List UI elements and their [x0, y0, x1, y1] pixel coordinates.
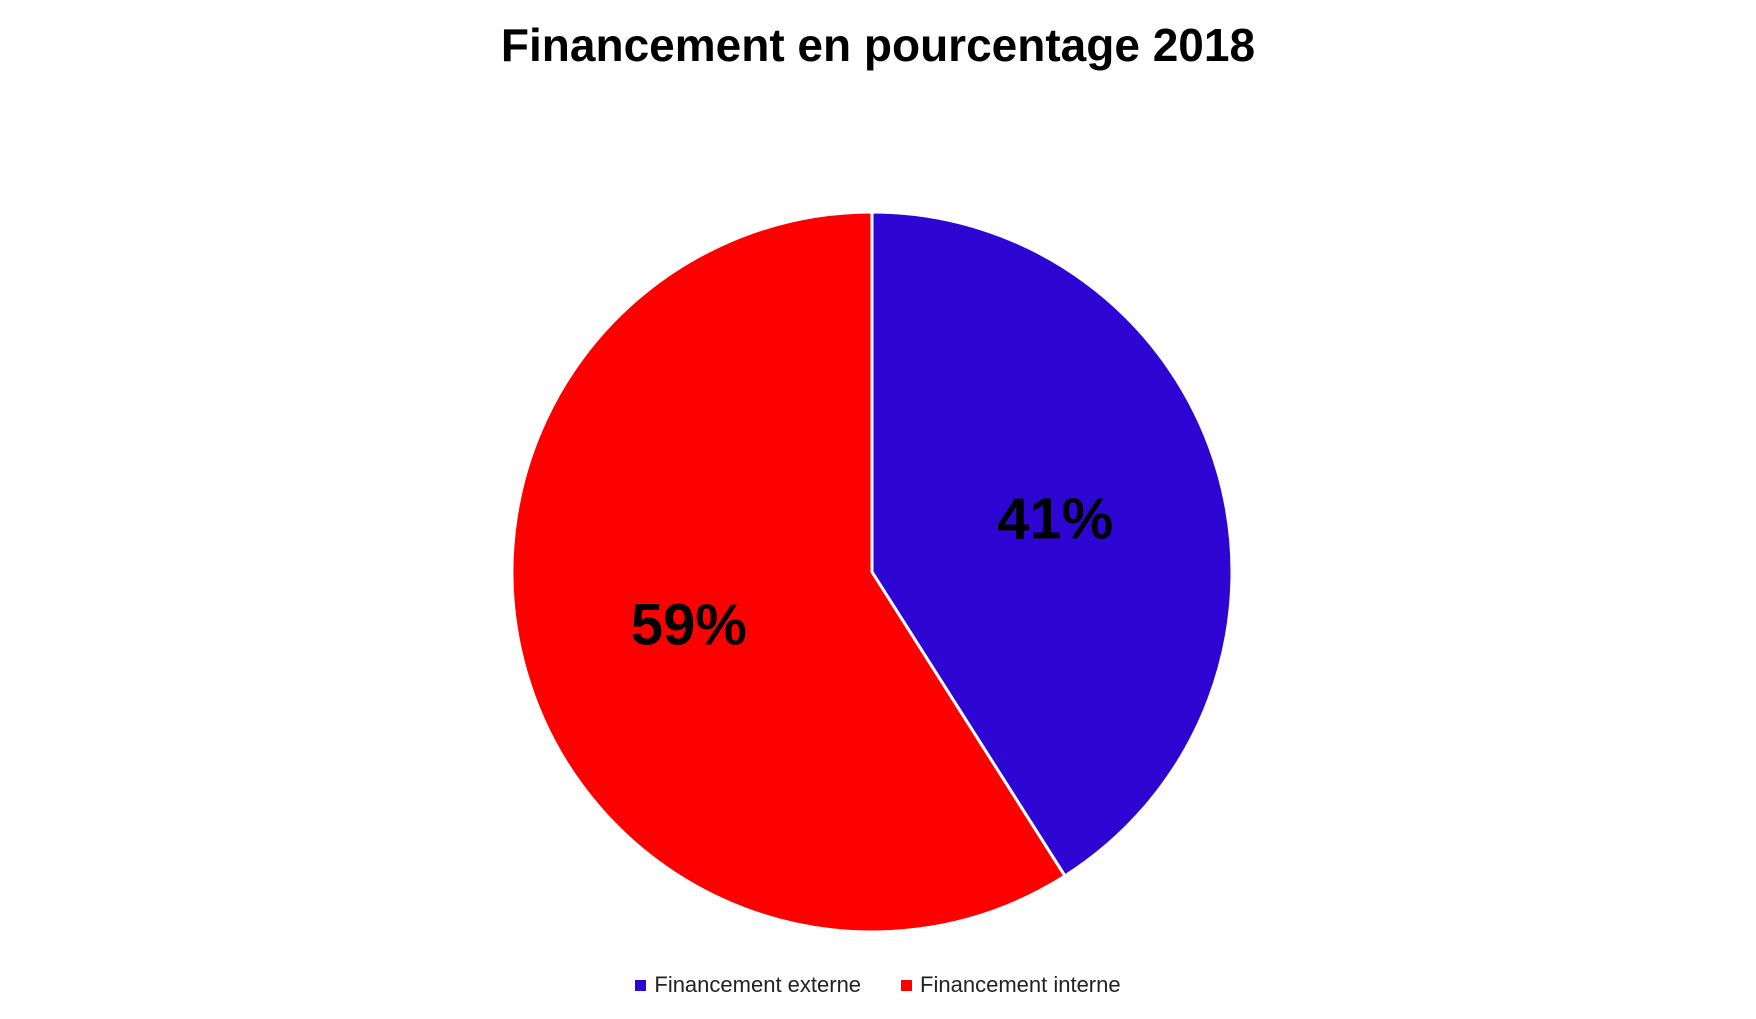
- legend-swatch-interne: [901, 979, 913, 991]
- legend: Financement externe Financement interne: [0, 972, 1756, 998]
- pie-slice-0: [870, 210, 1234, 879]
- chart-title: Financement en pourcentage 2018: [500, 19, 1256, 71]
- legend-item-interne: Financement interne: [901, 972, 1121, 998]
- legend-label-externe: Financement externe: [654, 972, 862, 997]
- legend-item-externe: Financement externe: [635, 972, 861, 998]
- legend-label-interne: Financement interne: [920, 972, 1121, 997]
- legend-swatch-externe: [635, 979, 647, 991]
- pie-slice-label-0: 41%: [997, 486, 1113, 551]
- pie-slice-label-1: 59%: [631, 593, 747, 658]
- pie-slice-1: [510, 210, 1067, 934]
